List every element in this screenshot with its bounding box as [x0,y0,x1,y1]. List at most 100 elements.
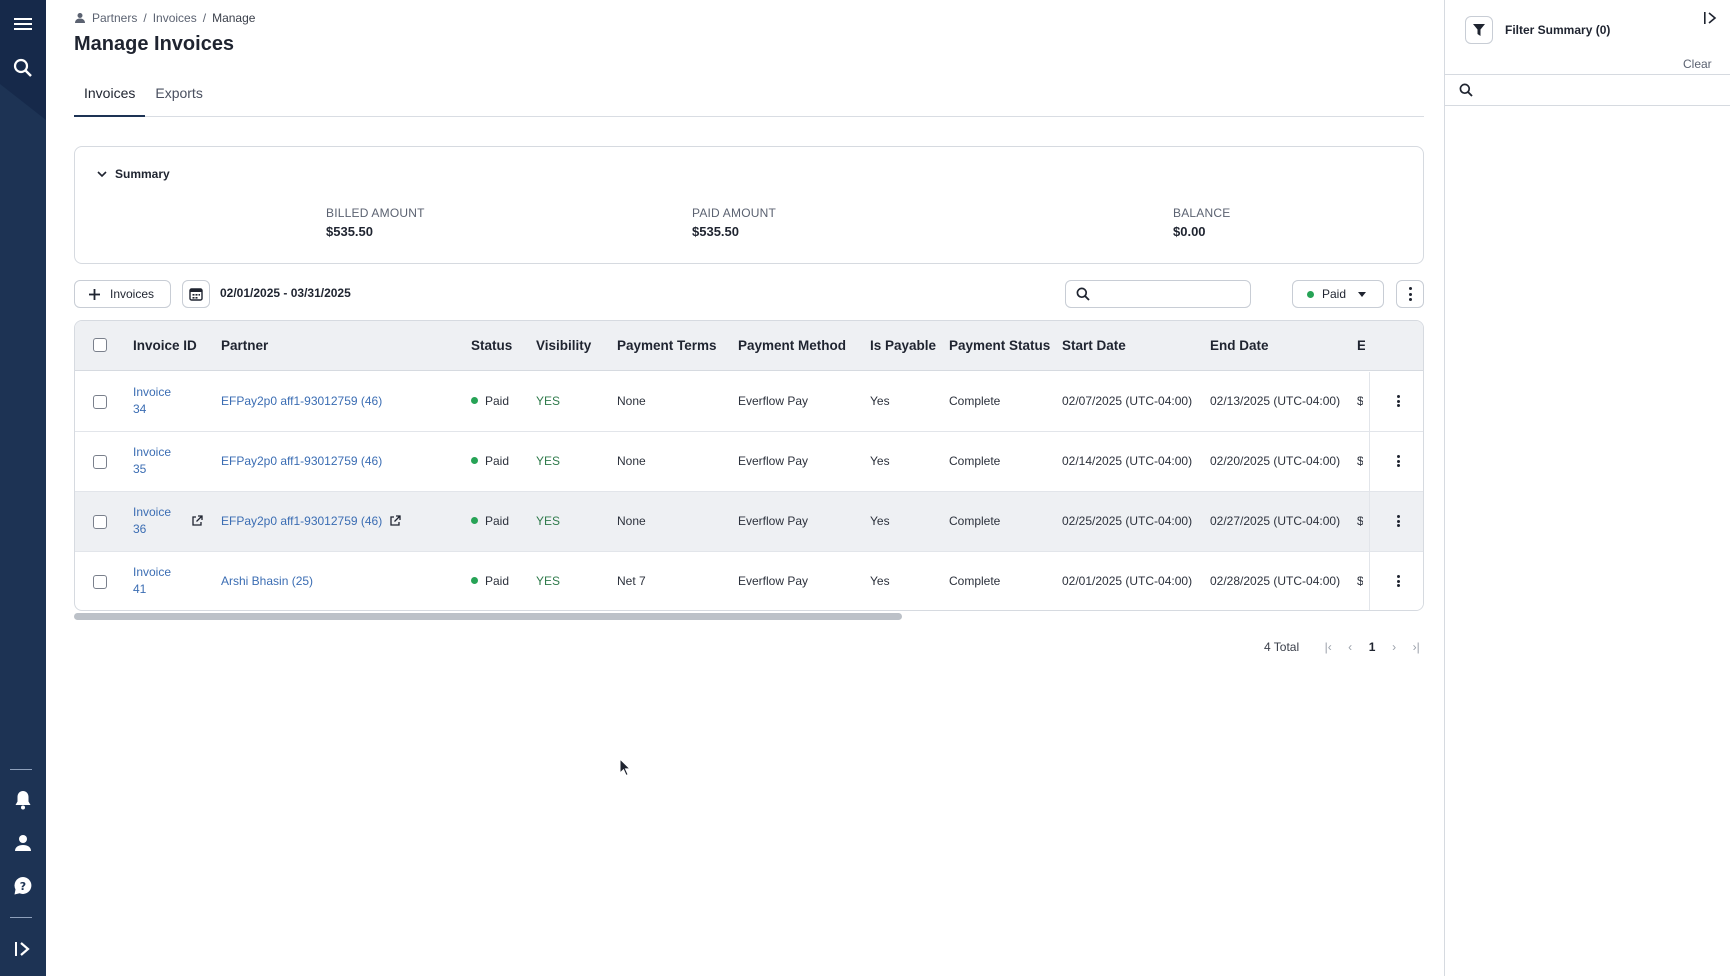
breadcrumb-partners[interactable]: Partners [92,11,138,25]
col-is-payable[interactable]: Is Payable [870,338,937,353]
chevron-down-icon [97,171,107,178]
add-invoices-button[interactable]: Invoices [74,280,171,308]
help-icon[interactable]: ? [0,868,46,904]
current-page[interactable]: 1 [1368,640,1376,654]
first-page-button[interactable]: |‹ [1324,640,1332,654]
kebab-icon [1404,287,1416,301]
col-visibility[interactable]: Visibility [536,338,592,353]
truncated-cell: $ [1357,514,1363,528]
filter-panel: Filter Summary (0) Clear [1444,0,1730,976]
payment-status-cell: Complete [949,574,1001,588]
col-truncated[interactable]: E [1357,338,1365,353]
invoice-id-prefix: Invoice [133,565,172,579]
row-kebab-icon[interactable] [1392,512,1404,530]
col-end-date[interactable]: End Date [1210,338,1269,353]
row-checkbox[interactable] [93,575,107,589]
breadcrumb-invoices[interactable]: Invoices [152,11,197,25]
open-external-icon[interactable] [191,515,203,527]
invoice-id-prefix: Invoice [133,445,172,459]
invoice-id-link[interactable]: Invoice 35 [133,444,177,478]
menu-icon[interactable] [0,6,46,42]
horizontal-scrollbar[interactable] [74,613,902,620]
expand-nav-icon[interactable] [0,931,46,967]
select-all-checkbox[interactable] [93,338,107,352]
invoice-id-link[interactable]: Invoice 36 [133,504,177,538]
invoice-id-number: 34 [133,402,147,416]
invoice-id-link[interactable]: Invoice 34 [133,384,177,418]
col-invoice-id[interactable]: Invoice ID [133,338,197,353]
col-partner[interactable]: Partner [221,338,269,353]
table-search[interactable] [1065,280,1251,308]
row-kebab-icon[interactable] [1392,392,1404,410]
prev-page-button[interactable]: ‹ [1348,640,1353,654]
row-checkbox[interactable] [93,395,107,409]
status-text: Paid [485,574,510,588]
partner-link[interactable]: Arshi Bhasin (25) [221,574,314,588]
filter-button[interactable] [1465,16,1493,44]
invoice-id-prefix: Invoice [133,385,172,399]
end-date-cell: 02/27/2025 (UTC-04:00) [1210,514,1341,528]
breadcrumb-separator: / [202,11,207,25]
start-date-cell: 02/07/2025 (UTC-04:00) [1062,394,1193,408]
balance-value: $0.00 [1173,224,1206,239]
filter-summary-title: Filter Summary (0) [1505,23,1611,37]
date-range-text[interactable]: 02/01/2025 - 03/31/2025 [220,286,351,300]
breadcrumb-separator: / [143,11,147,25]
end-date-cell: 02/28/2025 (UTC-04:00) [1210,574,1341,588]
filter-icon [1473,24,1485,36]
col-payment-method[interactable]: Payment Method [738,338,847,353]
payment-terms-cell: Net 7 [617,574,646,588]
is-payable-cell: Yes [870,454,890,468]
collapse-panel-icon[interactable] [1703,10,1719,26]
payment-method-cell: Everflow Pay [738,574,809,588]
invoice-id-link[interactable]: Invoice 41 [133,564,177,598]
col-payment-status[interactable]: Payment Status [949,338,1051,353]
last-page-button[interactable]: ›| [1412,640,1420,654]
billed-amount-value: $535.50 [326,224,373,239]
next-page-button[interactable]: › [1392,640,1397,654]
tab-exports[interactable]: Exports [155,85,203,101]
open-external-icon[interactable] [389,515,401,527]
row-actions [1369,432,1423,491]
status-text: Paid [485,454,510,468]
pagination: 4 Total |‹ ‹ 1 › ›| [1264,640,1427,654]
search-icon[interactable] [0,50,46,86]
partner-link[interactable]: EFPay2p0 aff1-93012759 (46) [221,454,383,468]
row-kebab-icon[interactable] [1392,572,1404,590]
clear-filters-link[interactable]: Clear [1683,57,1712,71]
status-filter-dropdown[interactable]: Paid [1292,280,1384,308]
status-cell: Paid [471,514,509,528]
status-dot [471,397,478,404]
total-count: 4 Total [1264,640,1300,654]
table-search-input[interactable] [1096,287,1236,301]
visibility-cell: YES [536,454,561,468]
row-kebab-icon[interactable] [1392,452,1404,470]
caret-down-icon [1358,291,1367,297]
table-row: Invoice 35 EFPay2p0 aff1-93012759 (46) Pa… [75,432,1423,492]
row-checkbox[interactable] [93,515,107,529]
summary-toggle[interactable]: Summary [97,167,170,181]
col-start-date[interactable]: Start Date [1062,338,1126,353]
col-status[interactable]: Status [471,338,513,353]
search-icon [1459,83,1473,97]
row-checkbox[interactable] [93,455,107,469]
start-date-cell: 02/01/2025 (UTC-04:00) [1062,574,1193,588]
payment-terms-cell: None [617,514,646,528]
user-icon[interactable] [0,825,46,861]
table-toolbar: Invoices 02/01/2025 - 03/31/2025 Paid [74,280,1424,308]
start-date-cell: 02/14/2025 (UTC-04:00) [1062,454,1193,468]
tab-invoices[interactable]: Invoices [74,80,146,117]
visibility-cell: YES [536,514,561,528]
billed-amount-label: BILLED AMOUNT [326,206,425,220]
status-dot [471,517,478,524]
filter-search-input[interactable] [1481,83,1721,97]
status-cell: Paid [471,454,509,468]
date-picker-button[interactable] [182,280,210,308]
partner-link[interactable]: EFPay2p0 aff1-93012759 (46) [221,394,383,408]
bell-icon[interactable] [0,782,46,818]
invoices-table: Invoice ID Partner Status Visibility Pay… [74,320,1424,611]
col-payment-terms[interactable]: Payment Terms [617,338,717,353]
partner-link[interactable]: EFPay2p0 aff1-93012759 (46) [221,514,383,528]
filter-search[interactable] [1445,74,1730,106]
more-options-button[interactable] [1396,280,1424,308]
